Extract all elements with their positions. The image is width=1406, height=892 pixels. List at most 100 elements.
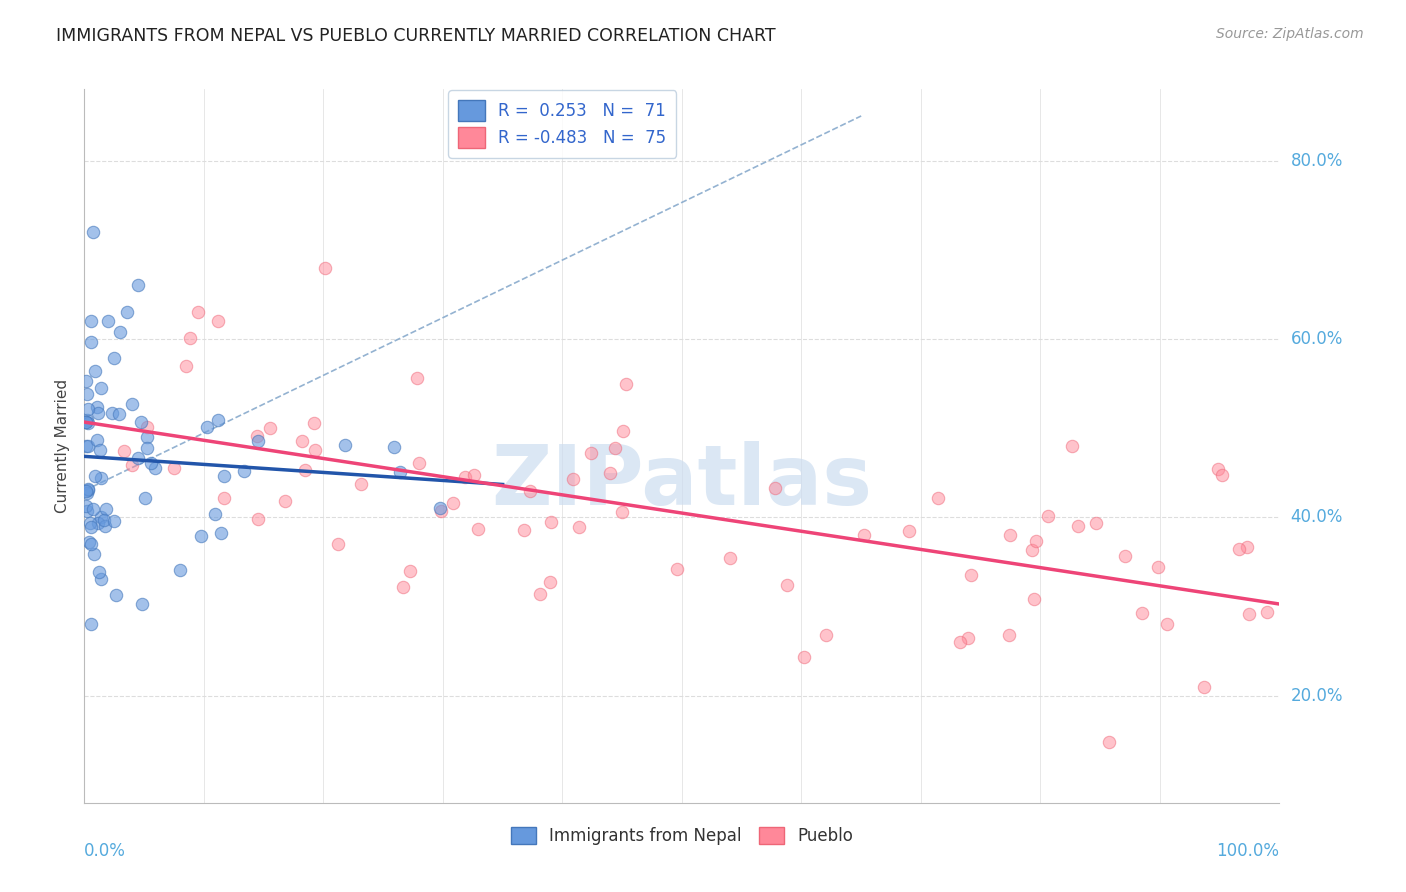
Point xyxy=(274,494,297,508)
Point xyxy=(579,445,602,459)
Text: 0.0%: 0.0% xyxy=(84,842,127,860)
Point xyxy=(77,482,100,496)
Point xyxy=(998,628,1021,642)
Point xyxy=(195,420,218,434)
Point xyxy=(246,429,269,443)
Point xyxy=(131,597,153,611)
Legend: Immigrants from Nepal, Pueblo: Immigrants from Nepal, Pueblo xyxy=(505,820,859,852)
Point xyxy=(776,578,799,592)
Text: Source: ZipAtlas.com: Source: ZipAtlas.com xyxy=(1216,27,1364,41)
Point xyxy=(793,649,815,664)
Point xyxy=(232,464,254,478)
Point xyxy=(304,442,326,457)
Point xyxy=(121,397,143,411)
Point xyxy=(389,465,412,479)
Point xyxy=(127,278,149,293)
Point xyxy=(1060,439,1083,453)
Text: 20.0%: 20.0% xyxy=(1291,687,1343,705)
Point xyxy=(84,468,107,483)
Point xyxy=(538,574,561,589)
Text: ZIPatlas: ZIPatlas xyxy=(492,442,872,522)
Point xyxy=(112,443,135,458)
Point xyxy=(80,617,103,632)
Point xyxy=(75,484,97,499)
Point xyxy=(212,469,235,483)
Point xyxy=(960,568,983,582)
Point xyxy=(605,441,627,455)
Point xyxy=(247,434,270,449)
Point xyxy=(117,305,139,319)
Point xyxy=(83,364,105,378)
Point xyxy=(1085,516,1108,531)
Point xyxy=(616,376,638,391)
Point xyxy=(441,496,464,510)
Point xyxy=(90,382,112,396)
Point xyxy=(406,371,429,385)
Point xyxy=(763,481,786,495)
Point xyxy=(86,400,108,414)
Point xyxy=(814,628,837,642)
Point xyxy=(110,325,132,339)
Text: IMMIGRANTS FROM NEPAL VS PUEBLO CURRENTLY MARRIED CORRELATION CHART: IMMIGRANTS FROM NEPAL VS PUEBLO CURRENTL… xyxy=(56,27,776,45)
Point xyxy=(79,314,101,328)
Point xyxy=(956,631,979,645)
Point xyxy=(209,526,232,541)
Point xyxy=(540,515,562,529)
Point xyxy=(291,434,314,448)
Point xyxy=(90,470,112,484)
Point xyxy=(429,501,451,516)
Point xyxy=(134,491,156,505)
Text: 40.0%: 40.0% xyxy=(1291,508,1343,526)
Point xyxy=(86,406,108,420)
Point xyxy=(90,509,112,524)
Point xyxy=(76,417,98,431)
Y-axis label: Currently Married: Currently Married xyxy=(55,379,70,513)
Point xyxy=(86,516,108,531)
Point xyxy=(89,443,111,458)
Point xyxy=(1000,527,1022,541)
Point xyxy=(76,413,98,427)
Point xyxy=(666,561,689,575)
Point xyxy=(1192,680,1215,694)
Point xyxy=(179,331,201,345)
Point xyxy=(83,548,105,562)
Point xyxy=(1206,462,1229,476)
Point xyxy=(314,260,336,275)
Point xyxy=(382,440,405,454)
Point xyxy=(75,415,97,429)
Point xyxy=(94,519,117,533)
Point xyxy=(529,587,551,601)
Point xyxy=(1024,591,1046,606)
Point xyxy=(163,461,186,475)
Text: 100.0%: 100.0% xyxy=(1216,842,1279,860)
Point xyxy=(82,501,104,516)
Point xyxy=(897,524,920,539)
Point xyxy=(97,314,120,328)
Point xyxy=(75,439,97,453)
Point xyxy=(129,415,152,429)
Point xyxy=(612,424,634,438)
Point xyxy=(76,485,98,500)
Point xyxy=(1114,549,1136,563)
Point xyxy=(79,516,101,530)
Point xyxy=(101,406,124,420)
Point xyxy=(87,565,110,579)
Point xyxy=(302,417,325,431)
Point xyxy=(949,634,972,648)
Point xyxy=(103,351,125,365)
Point xyxy=(135,420,157,434)
Point xyxy=(467,522,489,536)
Point xyxy=(853,527,876,541)
Point xyxy=(454,470,477,484)
Point xyxy=(76,387,98,401)
Point xyxy=(187,305,209,319)
Point xyxy=(77,483,100,497)
Point xyxy=(80,335,103,350)
Point xyxy=(207,314,229,328)
Point xyxy=(76,503,98,517)
Point xyxy=(408,456,430,470)
Point xyxy=(294,463,316,477)
Point xyxy=(927,491,949,506)
Point xyxy=(82,225,104,239)
Point xyxy=(1156,617,1178,632)
